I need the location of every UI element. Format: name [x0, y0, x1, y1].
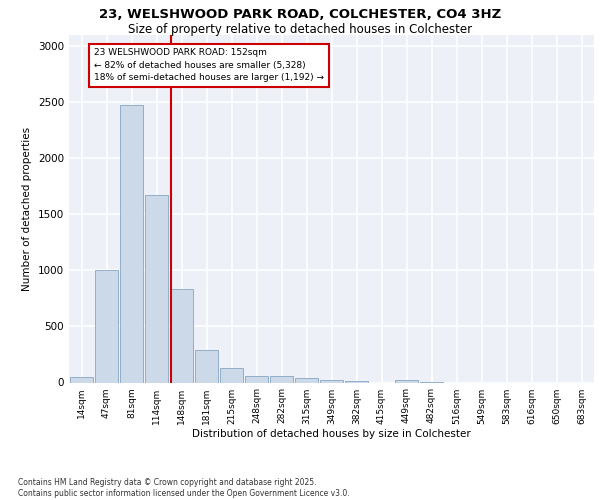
- X-axis label: Distribution of detached houses by size in Colchester: Distribution of detached houses by size …: [192, 430, 471, 440]
- Bar: [70, 377, 93, 382]
- Bar: [95, 270, 118, 382]
- Text: Size of property relative to detached houses in Colchester: Size of property relative to detached ho…: [128, 22, 472, 36]
- Bar: [195, 350, 218, 382]
- Text: Contains HM Land Registry data © Crown copyright and database right 2025.
Contai: Contains HM Land Registry data © Crown c…: [18, 478, 350, 498]
- Text: 23 WELSHWOOD PARK ROAD: 152sqm
← 82% of detached houses are smaller (5,328)
18% : 23 WELSHWOOD PARK ROAD: 152sqm ← 82% of …: [94, 48, 324, 82]
- Bar: [145, 196, 168, 382]
- Bar: [270, 376, 293, 382]
- Bar: [295, 378, 318, 382]
- Bar: [120, 104, 143, 382]
- Bar: [320, 380, 343, 382]
- Bar: [395, 380, 418, 382]
- Bar: [170, 290, 193, 382]
- Y-axis label: Number of detached properties: Number of detached properties: [22, 126, 32, 291]
- Bar: [245, 376, 268, 382]
- Bar: [220, 368, 243, 382]
- Text: 23, WELSHWOOD PARK ROAD, COLCHESTER, CO4 3HZ: 23, WELSHWOOD PARK ROAD, COLCHESTER, CO4…: [99, 8, 501, 20]
